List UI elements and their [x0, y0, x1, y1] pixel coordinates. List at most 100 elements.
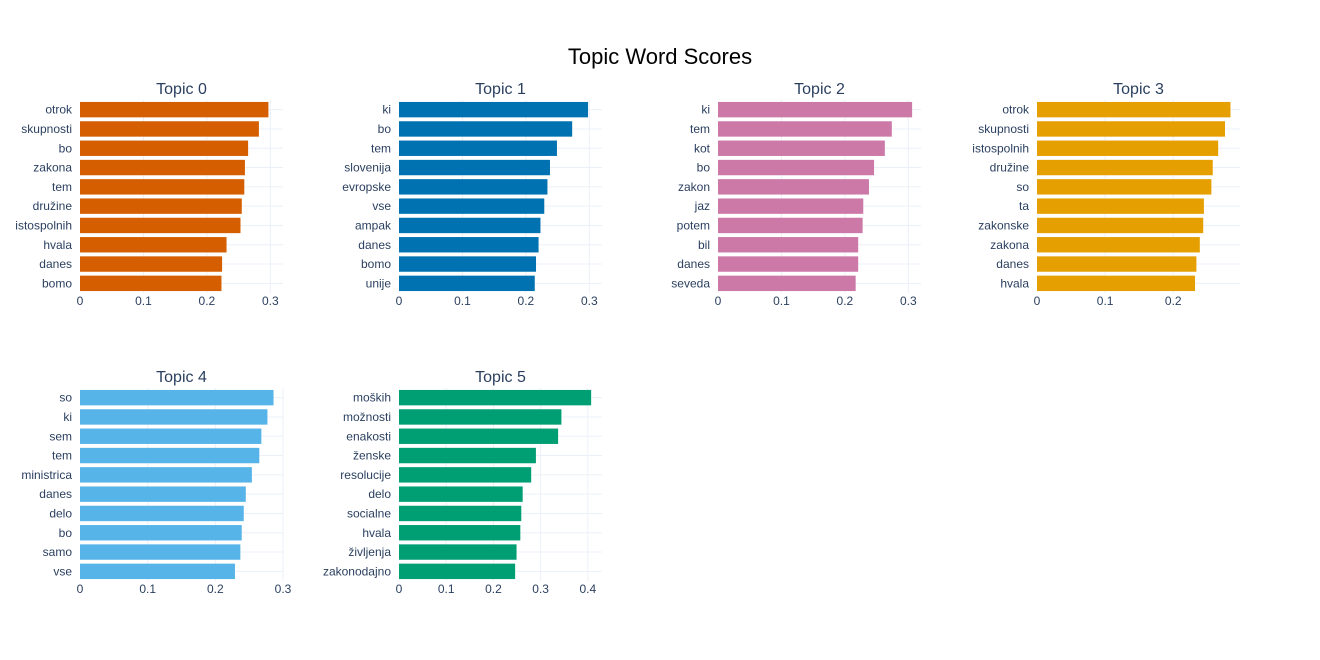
category-label: resolucije	[340, 468, 391, 482]
category-label: družine	[33, 199, 73, 213]
bar	[80, 486, 246, 502]
category-label: zakonske	[978, 218, 1029, 232]
x-tick-label: 0.3	[532, 582, 549, 596]
bar	[80, 256, 223, 272]
bar	[399, 409, 562, 425]
x-tick-label: 0.2	[199, 294, 216, 308]
x-tick-label: 0	[396, 294, 403, 308]
subplot-topic-1: Topic 1 ki bo tem slovenija evropske vse ampak d…	[342, 81, 602, 308]
x-tick-label: 0.1	[139, 582, 156, 596]
bar	[399, 389, 592, 406]
category-label: ta	[1019, 199, 1029, 213]
bar	[80, 525, 242, 541]
category-label: bo	[59, 526, 73, 540]
bar	[718, 217, 863, 234]
category-label: skupnosti	[978, 122, 1029, 136]
bar	[399, 467, 532, 483]
bar	[399, 140, 557, 156]
category-label: istospolnih	[972, 141, 1029, 155]
bar	[399, 486, 523, 502]
x-tick-label: 0.2	[485, 582, 502, 596]
category-label: ženske	[353, 449, 391, 463]
bar	[80, 121, 259, 137]
category-label: možnosti	[343, 410, 391, 424]
bar	[1037, 275, 1196, 292]
category-label: delo	[49, 506, 72, 520]
bar	[80, 467, 252, 483]
bar	[399, 447, 536, 464]
category-label: samo	[43, 545, 73, 559]
bar	[1037, 140, 1219, 156]
category-label: zakona	[990, 238, 1029, 252]
category-label: hvala	[43, 238, 72, 252]
bar	[80, 447, 260, 464]
bar	[80, 101, 269, 118]
category-label: danes	[39, 257, 72, 271]
subplot-topic-0: Topic 0 otrok skupnosti bo zakona tem družine i…	[15, 81, 283, 308]
bar	[399, 217, 541, 234]
x-tick-label: 0.3	[581, 294, 598, 308]
subplot-topic-4: Topic 4 so ki sem tem ministrica danes delo bo sa…	[21, 369, 291, 596]
bar	[399, 256, 537, 272]
category-label: ministrica	[21, 468, 72, 482]
bar	[80, 159, 245, 176]
bar	[399, 121, 573, 137]
category-label: tem	[371, 141, 391, 155]
x-tick-label: 0	[715, 294, 722, 308]
bar	[399, 101, 589, 118]
category-label: bo	[59, 141, 73, 155]
bar	[80, 544, 241, 560]
bar	[80, 217, 241, 234]
bar	[399, 428, 559, 444]
x-tick-label: 0.1	[135, 294, 152, 308]
category-label: unije	[366, 276, 392, 290]
x-tick-label: 0.4	[579, 582, 596, 596]
category-label: bomo	[361, 257, 391, 271]
subplot-title: Topic 5	[475, 369, 526, 386]
bar	[80, 140, 249, 156]
subplot-topic-3: Topic 3 otrok skupnosti istospolnih družine s…	[972, 81, 1240, 308]
subplot-topic-5: Topic 5 moških možnosti enakosti ženske resol…	[323, 369, 602, 596]
category-label: tem	[52, 449, 72, 463]
bar	[718, 256, 859, 272]
bar	[718, 179, 869, 195]
category-label: sem	[49, 429, 72, 443]
bar	[1037, 237, 1200, 253]
category-label: tem	[52, 180, 72, 194]
bar	[80, 428, 262, 444]
bar	[718, 101, 913, 118]
bar	[80, 275, 222, 292]
subplot-topic-2: Topic 2 ki tem kot bo zakon jaz potem bil danes se…	[671, 81, 921, 308]
subplot-title: Topic 2	[794, 81, 845, 98]
x-tick-label: 0.2	[518, 294, 535, 308]
bar	[80, 198, 242, 214]
bar	[80, 563, 235, 580]
x-tick-label: 0.3	[262, 294, 279, 308]
category-label: zakon	[678, 180, 710, 194]
category-label: ki	[63, 410, 72, 424]
bar	[718, 121, 892, 137]
category-label: družine	[990, 161, 1030, 175]
x-tick-label: 0.3	[900, 294, 917, 308]
category-label: ki	[701, 103, 710, 117]
x-tick-label: 0.2	[1165, 294, 1182, 308]
category-label: jaz	[694, 199, 710, 213]
category-label: ki	[382, 103, 391, 117]
x-tick-label: 0.3	[275, 582, 292, 596]
category-label: enakosti	[346, 429, 391, 443]
bar	[80, 409, 268, 425]
category-label: istospolnih	[15, 218, 72, 232]
bar	[718, 198, 864, 214]
subplot-title: Topic 0	[156, 81, 207, 98]
category-label: bo	[378, 122, 392, 136]
category-label: slovenija	[344, 161, 391, 175]
category-label: so	[1016, 180, 1029, 194]
category-label: bil	[698, 238, 710, 252]
bar	[718, 237, 859, 253]
subplot-title: Topic 3	[1113, 81, 1164, 98]
x-tick-label: 0.2	[207, 582, 224, 596]
category-label: vse	[372, 199, 391, 213]
subplot-title: Topic 4	[156, 369, 207, 386]
bar	[399, 198, 545, 214]
